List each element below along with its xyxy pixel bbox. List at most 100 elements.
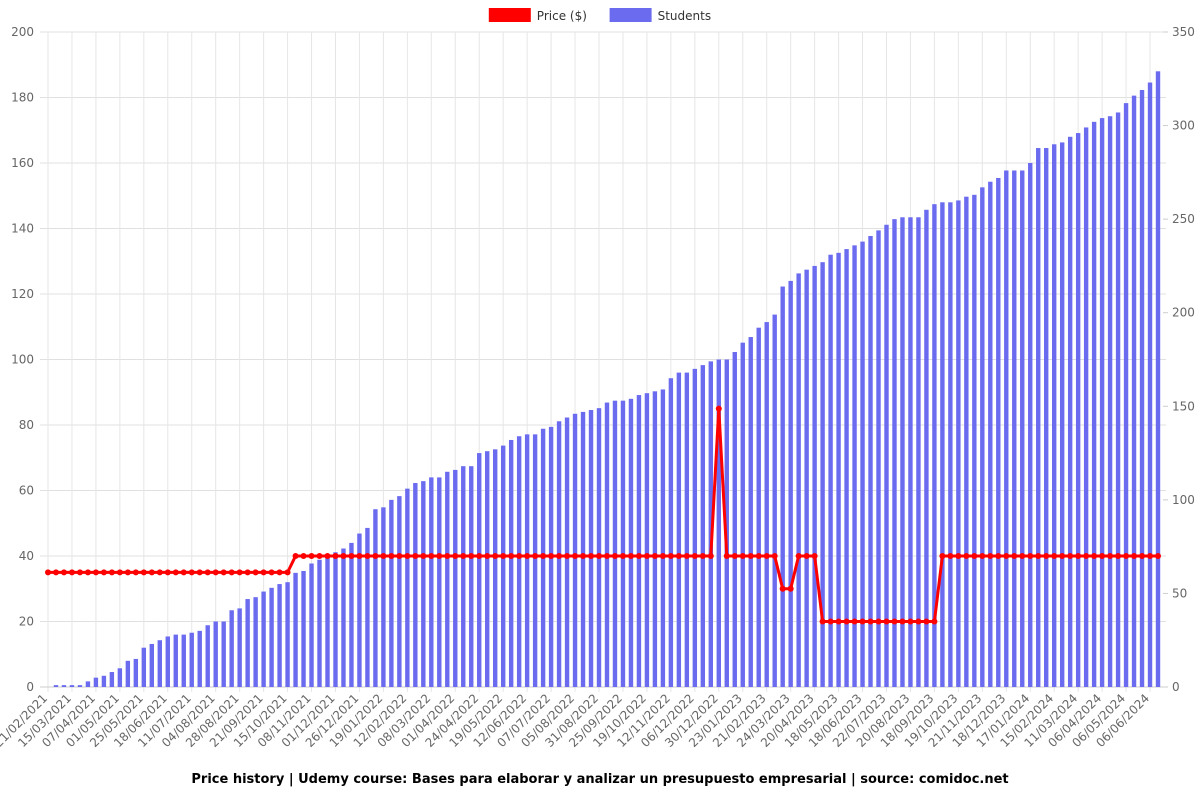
price-point [1035, 553, 1042, 559]
bar [309, 563, 314, 687]
bar [429, 477, 434, 687]
bar [261, 591, 266, 687]
bar [708, 361, 714, 687]
bar [868, 235, 873, 687]
y-tick-label: 140 [11, 222, 34, 236]
bar [1028, 163, 1033, 687]
bar [61, 685, 67, 687]
legend-label[interactable]: Students [658, 9, 712, 23]
bar [381, 507, 386, 687]
bar [644, 393, 650, 687]
price-point [827, 618, 834, 625]
price-point [132, 569, 139, 576]
price-point [292, 553, 299, 559]
price-point [60, 569, 67, 576]
bar [149, 643, 155, 687]
y2-tick-label: 100 [1172, 493, 1195, 507]
y2-tick-label: 250 [1172, 212, 1195, 226]
bar [269, 587, 274, 687]
price-point [891, 618, 898, 625]
price-point [731, 553, 738, 559]
price-point [739, 553, 746, 559]
price-point [588, 553, 595, 559]
price-point [564, 553, 571, 559]
y-tick-label: 60 [19, 484, 34, 498]
price-point [380, 553, 387, 559]
price-point [907, 618, 914, 625]
bar [804, 269, 809, 687]
bar [916, 217, 921, 687]
price-point [140, 569, 147, 576]
price-point [228, 569, 235, 576]
price-point [819, 618, 826, 625]
legend-swatch[interactable] [488, 8, 531, 22]
bar [852, 245, 857, 688]
bar [85, 681, 91, 687]
price-point [747, 553, 754, 559]
price-point [675, 553, 682, 559]
bar [365, 527, 370, 687]
bar [652, 391, 658, 687]
bar [532, 434, 538, 687]
price-point [332, 553, 339, 559]
price-point [859, 618, 866, 625]
price-point [244, 569, 251, 576]
bar [948, 202, 953, 688]
price-point [1123, 553, 1130, 559]
bar [716, 359, 721, 687]
bar [293, 572, 298, 687]
price-point [1051, 553, 1058, 559]
bar [492, 449, 498, 687]
price-point [1099, 553, 1106, 559]
bar [253, 597, 258, 687]
bar [580, 411, 586, 687]
price-point [1147, 553, 1154, 559]
bar [197, 630, 202, 687]
price-point [236, 569, 243, 576]
price-point [596, 553, 603, 559]
bar [724, 359, 729, 687]
bar [453, 469, 458, 687]
price-point [348, 553, 355, 559]
price-point [84, 569, 91, 576]
bar [349, 542, 354, 687]
bar [516, 436, 522, 687]
price-point [651, 553, 658, 559]
y-tick-label: 160 [11, 156, 34, 170]
price-point [276, 569, 283, 576]
bar [69, 685, 75, 687]
price-point [1011, 553, 1018, 559]
bar [596, 408, 602, 687]
price-point [204, 569, 211, 576]
bar [1067, 136, 1073, 688]
price-point [955, 553, 962, 559]
price-point [340, 553, 347, 559]
bar [1139, 90, 1145, 687]
y-tick-label: 20 [19, 615, 34, 629]
price-point [404, 553, 411, 559]
bar [1083, 127, 1089, 687]
price-point [763, 553, 770, 559]
bar [325, 556, 330, 687]
price-point [723, 553, 730, 559]
y2-tick-label: 300 [1172, 119, 1195, 133]
price-point [667, 553, 674, 559]
bar [357, 533, 362, 687]
price-point [476, 553, 483, 559]
bar [588, 410, 594, 687]
bar [333, 552, 338, 687]
legend-label[interactable]: Price ($) [537, 9, 587, 23]
price-point [755, 553, 762, 559]
price-point [396, 553, 403, 559]
price-point [947, 553, 954, 559]
price-point [659, 553, 666, 559]
price-point [779, 585, 786, 592]
bar [1155, 71, 1161, 688]
price-point [484, 553, 491, 559]
price-point [1107, 553, 1114, 559]
bar [461, 466, 466, 687]
bar [844, 249, 849, 688]
legend-swatch[interactable] [609, 8, 652, 22]
price-point [412, 553, 419, 559]
